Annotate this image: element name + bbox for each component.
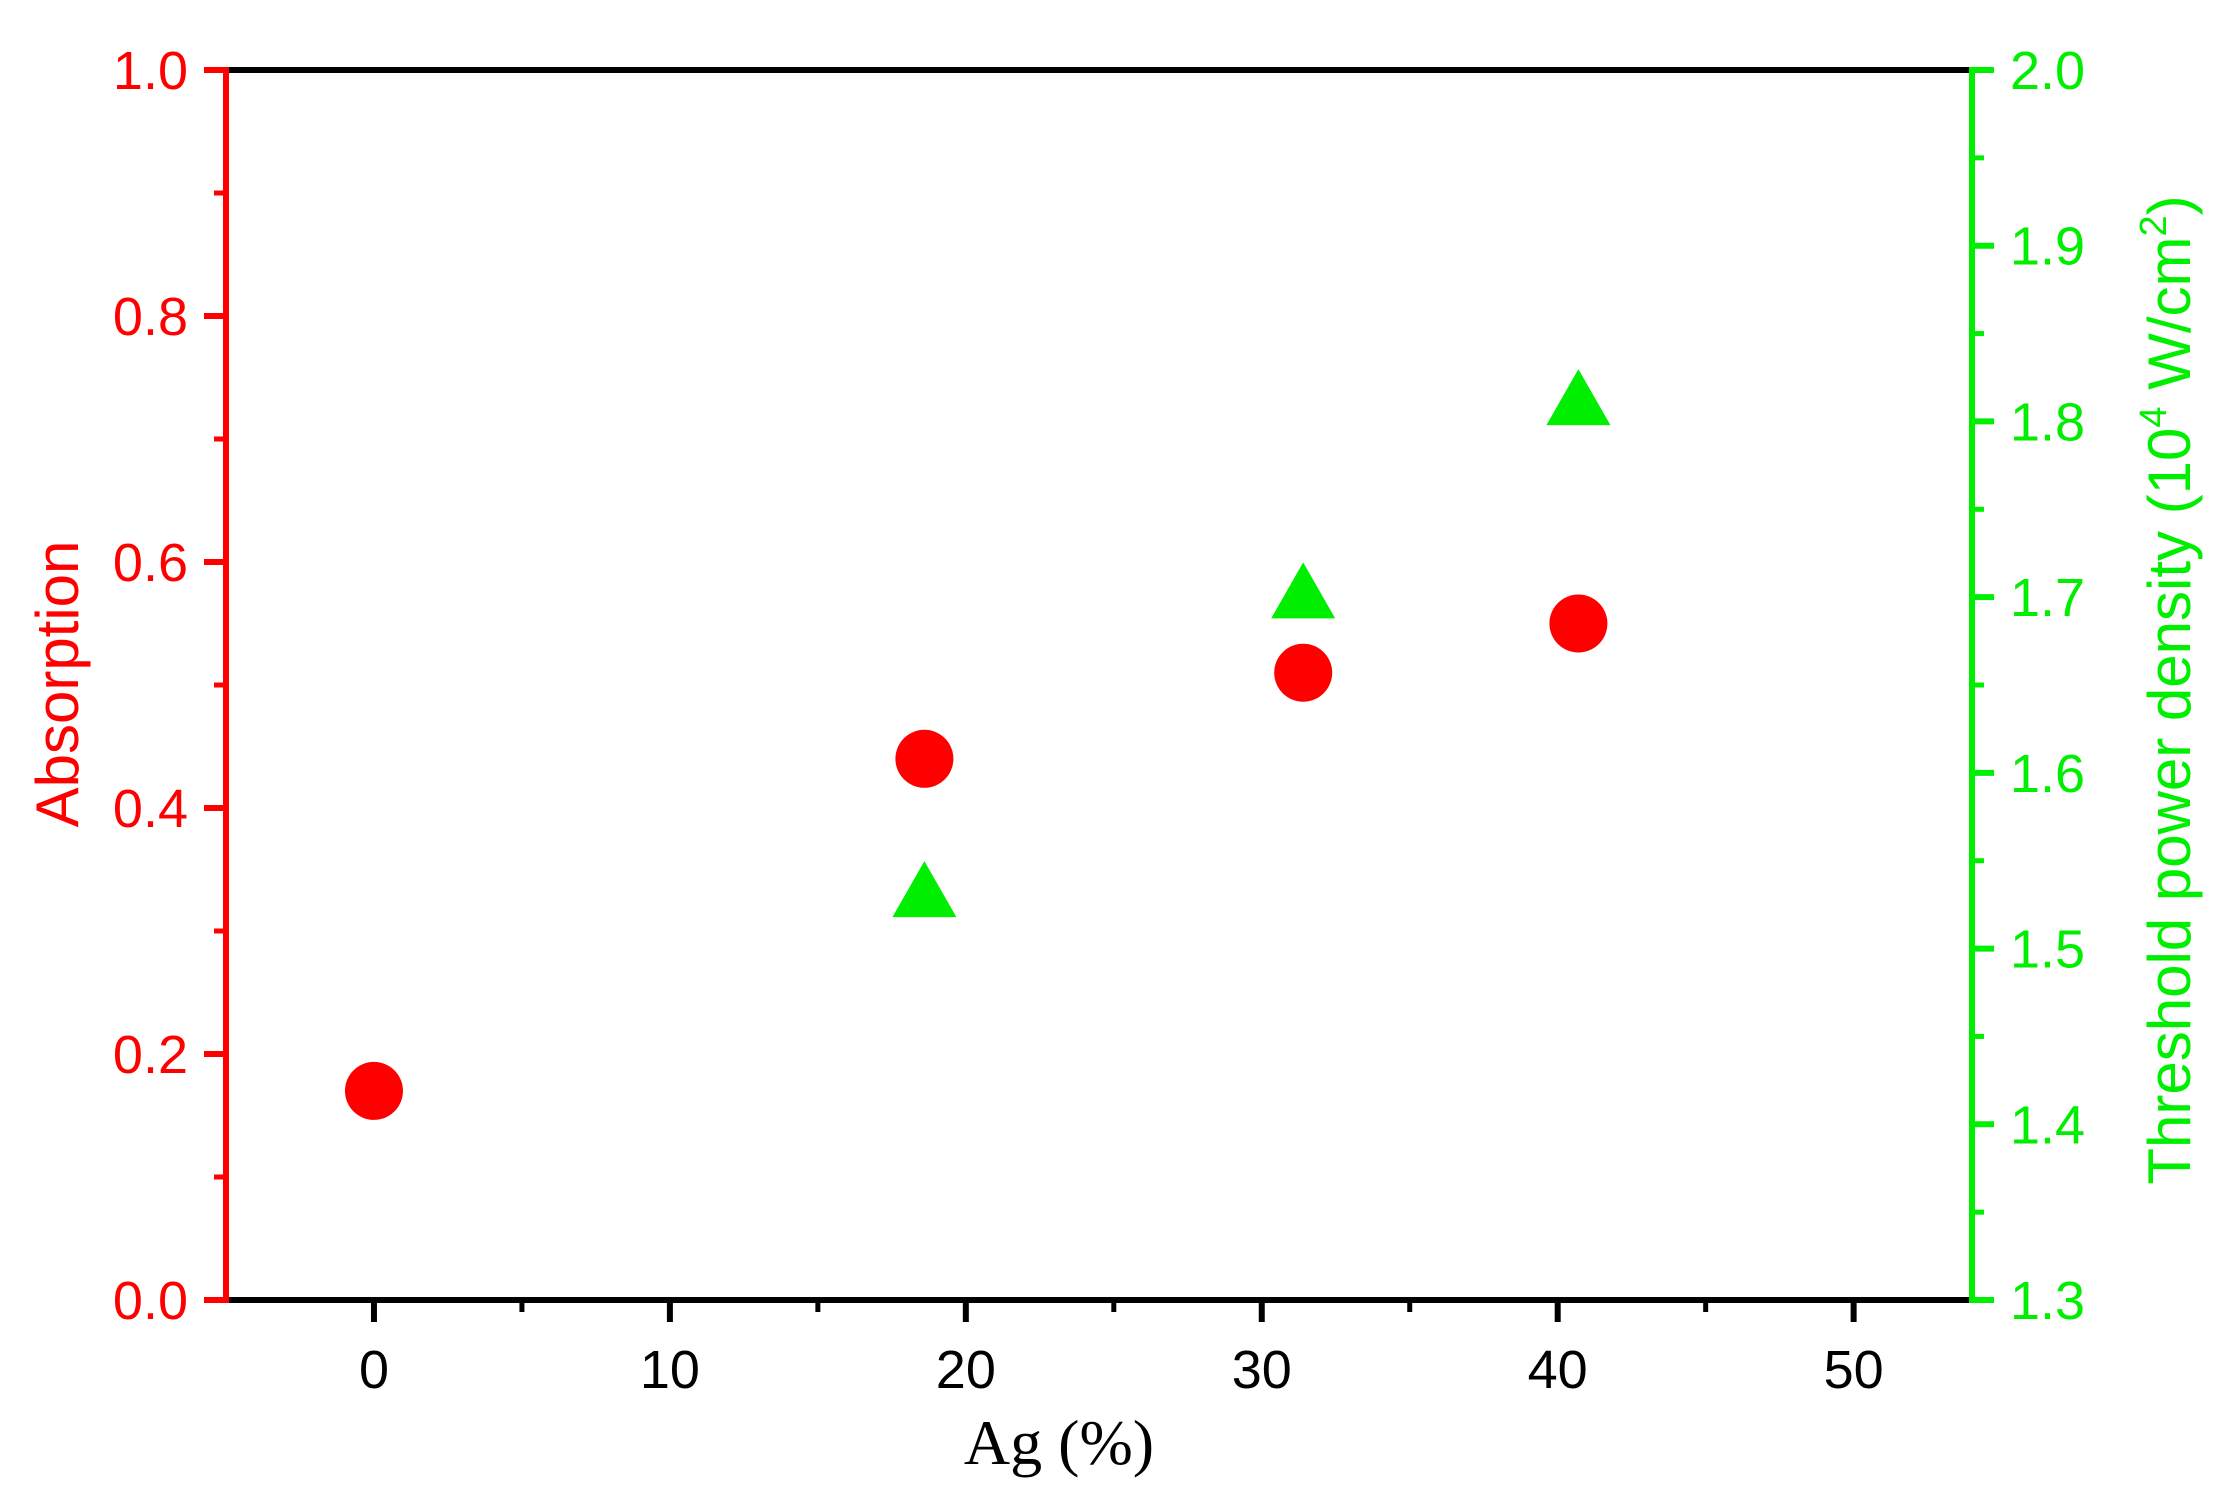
right-y-axis-title: Threshold power density (104 W/cm2) <box>2133 195 2203 1184</box>
threshold-power-point <box>892 861 957 918</box>
absorption-point <box>895 729 954 788</box>
right-tick-label: 2.0 <box>2010 41 2085 101</box>
right-y-title-suffix: ) <box>2136 195 2203 215</box>
left-tick-label: 0.2 <box>113 1025 188 1085</box>
x-tick-label: 20 <box>936 1340 996 1400</box>
right-tick-label: 1.5 <box>2010 920 2085 980</box>
right-tick-label: 1.8 <box>2010 392 2085 452</box>
left-tick-label: 0.4 <box>113 779 188 839</box>
left-tick-label: 1.0 <box>113 41 188 101</box>
x-tick-label: 0 <box>359 1340 389 1400</box>
right-y-axis: 1.3 1.4 1.5 1.6 1.7 1.8 1.9 2.0 <box>1972 41 2085 1331</box>
right-y-title-exp2: 2 <box>2133 215 2175 236</box>
x-tick-label: 30 <box>1232 1340 1292 1400</box>
absorption-point <box>1549 594 1608 653</box>
right-tick-label: 1.4 <box>2010 1095 2085 1155</box>
right-y-title-prefix: Threshold power density (10 <box>2136 428 2203 1185</box>
right-tick-label: 1.3 <box>2010 1271 2085 1331</box>
left-tick-label: 0.0 <box>113 1271 188 1331</box>
threshold-power-point <box>1271 562 1336 619</box>
left-y-axis: 0.0 0.2 0.4 0.6 0.8 1.0 <box>113 41 226 1331</box>
right-tick-label: 1.6 <box>2010 744 2085 804</box>
left-tick-label: 0.8 <box>113 287 188 347</box>
x-axis-title: Ag (%) <box>964 1407 1154 1478</box>
x-tick-label: 40 <box>1528 1340 1588 1400</box>
left-y-axis-title: Absorption <box>24 541 91 828</box>
x-tick-label: 10 <box>640 1340 700 1400</box>
threshold-power-point <box>1546 369 1611 426</box>
absorption-point <box>1274 643 1333 702</box>
x-tick-label: 50 <box>1824 1340 1884 1400</box>
right-y-title-exp1: 4 <box>2133 406 2175 427</box>
right-y-title-mid: W/cm <box>2136 236 2203 406</box>
absorption-point <box>344 1061 403 1120</box>
right-tick-label: 1.7 <box>2010 568 2085 628</box>
right-tick-label: 1.9 <box>2010 217 2085 277</box>
data-series <box>344 369 1611 1120</box>
left-tick-label: 0.6 <box>113 533 188 593</box>
plot-frame <box>223 67 1975 1303</box>
x-axis: 0 10 20 30 40 50 <box>359 1300 1884 1400</box>
